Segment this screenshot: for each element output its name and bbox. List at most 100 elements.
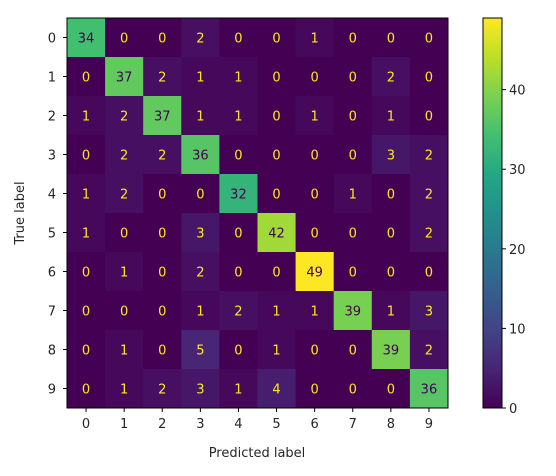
- y-tick-label: 0: [48, 32, 56, 47]
- cell-value-label: 1: [311, 305, 319, 320]
- y-tick-label: 3: [48, 149, 56, 164]
- y-axis-ticks: 0 1 2 3 4 5 6 7 8 9: [48, 32, 67, 398]
- heatmap-cell: [371, 330, 411, 370]
- cell-value-label: 0: [387, 32, 395, 47]
- cell-value-label: 1: [82, 227, 90, 242]
- heatmap-cell: [219, 174, 258, 214]
- cell-value-label: 0: [82, 149, 90, 164]
- cell-value-label: 49: [306, 266, 323, 281]
- cell-value-label: 0: [272, 266, 280, 281]
- cell-value-label: 1: [272, 305, 280, 320]
- cell-value-label: 36: [421, 383, 438, 398]
- heatmap-cells: [67, 18, 449, 409]
- heatmap-cell: [181, 18, 220, 58]
- heatmap-cell: [181, 174, 220, 214]
- y-tick-label: 8: [48, 344, 56, 359]
- heatmap-cell: [219, 96, 258, 136]
- heatmap-cell: [181, 330, 220, 370]
- x-tick-label: 7: [349, 417, 357, 432]
- cell-value-label: 0: [82, 383, 90, 398]
- heatmap-cell: [333, 213, 373, 253]
- cell-value-label: 0: [387, 227, 395, 242]
- heatmap-cell: [257, 213, 297, 253]
- cell-value-label: 3: [196, 227, 204, 242]
- cell-value-label: 1: [234, 383, 242, 398]
- x-axis-ticks: 0 1 2 3 4 5 6 7 8 9: [82, 408, 433, 432]
- heatmap-cell: [257, 18, 297, 58]
- heatmap-cell: [143, 57, 182, 97]
- heatmap-cell: [105, 213, 144, 253]
- cell-value-label: 1: [387, 110, 395, 125]
- colorbar-tick-label: 40: [509, 84, 526, 99]
- cell-value-label: 2: [196, 32, 204, 47]
- cell-value-label: 37: [154, 110, 171, 125]
- cell-value-label: 0: [234, 227, 242, 242]
- heatmap-cell: [219, 135, 258, 175]
- cell-value-label: 1: [234, 110, 242, 125]
- heatmap-cell: [257, 174, 297, 214]
- cell-value-label: 39: [344, 305, 361, 320]
- heatmap-cell: [219, 291, 258, 331]
- heatmap-cell: [181, 252, 220, 292]
- plot-frame: [66, 17, 449, 409]
- cell-value-label: 0: [158, 32, 166, 47]
- cell-value-label: 0: [425, 110, 433, 125]
- cell-value-label: 37: [116, 71, 133, 86]
- cell-value-label: 2: [120, 188, 128, 203]
- heatmap-cell: [105, 369, 144, 409]
- heatmap-cell: [181, 96, 220, 136]
- heatmap-cell: [105, 135, 144, 175]
- heatmap-cell: [143, 213, 182, 253]
- heatmap-cell: [333, 291, 373, 331]
- heatmap-cell: [409, 330, 449, 370]
- cell-value-label: 0: [387, 266, 395, 281]
- heatmap-cell: [333, 96, 373, 136]
- heatmap-cell: [181, 213, 220, 253]
- heatmap-cell: [257, 252, 297, 292]
- cell-value-label: 0: [196, 188, 204, 203]
- cell-value-label: 0: [158, 305, 166, 320]
- heatmap-cell: [67, 330, 106, 370]
- cell-value-label: 0: [387, 188, 395, 203]
- heatmap-cell: [105, 96, 144, 136]
- heatmap-cell: [409, 369, 449, 409]
- x-tick-label: 6: [311, 417, 319, 432]
- x-tick-label: 3: [196, 417, 204, 432]
- cell-value-label: 0: [234, 149, 242, 164]
- x-tick-label: 9: [425, 417, 433, 432]
- cell-value-label: 0: [272, 32, 280, 47]
- heatmap-cell: [105, 252, 144, 292]
- heatmap-cell: [105, 174, 144, 214]
- cell-value-label: 1: [272, 344, 280, 359]
- heatmap-cell: [219, 18, 258, 58]
- heatmap-cell: [333, 330, 373, 370]
- cell-value-label: 0: [349, 383, 357, 398]
- cell-value-label: 0: [234, 266, 242, 281]
- cell-value-label: 2: [158, 383, 166, 398]
- cell-value-label: 1: [349, 188, 357, 203]
- heatmap-cell: [371, 291, 411, 331]
- heatmap-cell: [143, 291, 182, 331]
- x-tick-label: 0: [82, 417, 90, 432]
- x-axis-title: Predicted label: [209, 446, 306, 461]
- cell-value-label: 2: [196, 266, 204, 281]
- heatmap-cell: [67, 252, 106, 292]
- heatmap-cell: [67, 369, 106, 409]
- heatmap-cell: [143, 96, 182, 136]
- heatmap-cell: [105, 291, 144, 331]
- heatmap-cell: [257, 291, 297, 331]
- heatmap-cell: [257, 96, 297, 136]
- heatmap-cell: [143, 135, 182, 175]
- heatmap-cell: [295, 57, 335, 97]
- heatmap-cell: [333, 252, 373, 292]
- heatmap-cell: [219, 252, 258, 292]
- heatmap-cell: [295, 18, 335, 58]
- heatmap-cell: [105, 330, 144, 370]
- x-tick-label: 4: [234, 417, 242, 432]
- cell-value-label: 0: [272, 110, 280, 125]
- cell-value-label: 3: [387, 149, 395, 164]
- cell-value-label: 0: [272, 149, 280, 164]
- heatmap-cell: [371, 252, 411, 292]
- heatmap-cell: [67, 135, 106, 175]
- heatmap-cell: [219, 213, 258, 253]
